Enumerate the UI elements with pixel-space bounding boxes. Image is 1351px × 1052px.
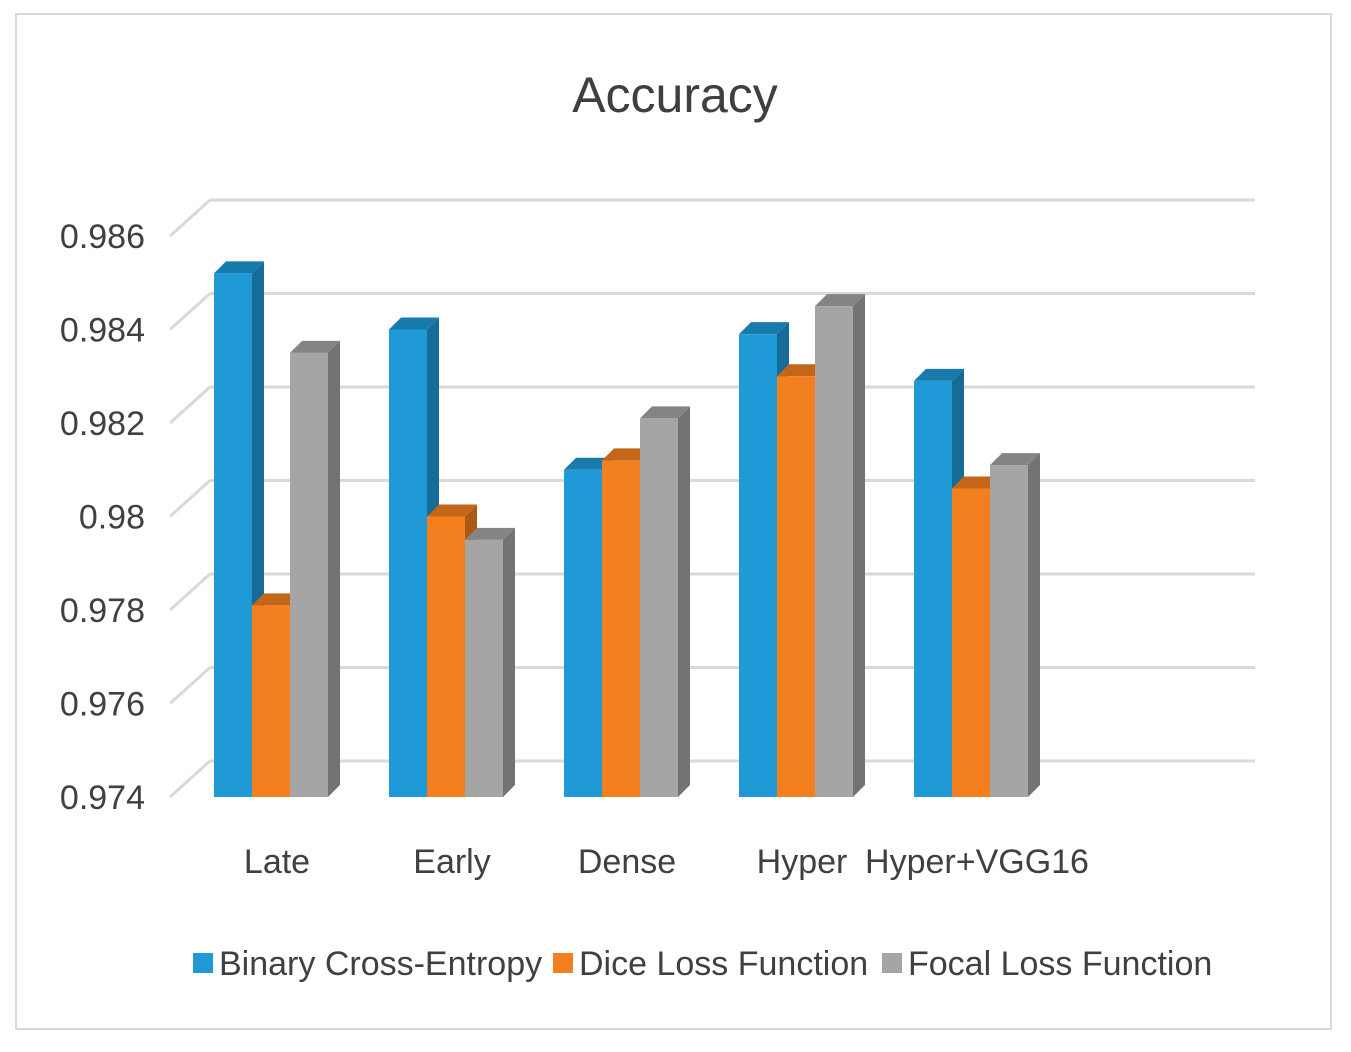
- y-tick-label: 0.974: [60, 779, 145, 817]
- legend-label: Binary Cross-Entropy: [219, 945, 542, 983]
- bar-front: [777, 376, 815, 797]
- bar-top: [290, 340, 340, 353]
- legend-item: Binary Cross-Entropy: [193, 945, 542, 983]
- bar-late-focal-loss-function: [290, 340, 340, 797]
- bar-hyper-vgg16-focal-loss-function: [990, 453, 1040, 797]
- y-axis-ticks: 0.974 0.976 0.978 0.98 0.982 0.984 0.986: [60, 218, 145, 817]
- bar-front: [739, 334, 777, 797]
- bar-hyper-focal-loss-function: [815, 294, 865, 797]
- y-tick-label: 0.976: [60, 686, 145, 724]
- gridline-diagonal: [168, 292, 212, 331]
- bar-top: [640, 406, 690, 419]
- bar-front: [252, 605, 290, 797]
- bars: [214, 261, 1040, 797]
- bar-top: [214, 261, 264, 274]
- bar-top: [252, 593, 302, 606]
- y-tick-label: 0.986: [60, 218, 145, 256]
- legend-label: Focal Loss Function: [908, 945, 1212, 983]
- bar-top: [465, 527, 515, 540]
- legend-swatch: [553, 953, 573, 973]
- bar-front: [290, 352, 328, 797]
- legend-item: Focal Loss Function: [882, 945, 1212, 983]
- y-tick-label: 0.978: [60, 592, 145, 630]
- gridline-diagonal: [168, 759, 212, 799]
- x-category-label: Early: [413, 843, 490, 881]
- gridline-diagonal: [168, 198, 212, 238]
- bar-side: [1028, 453, 1040, 797]
- y-tick-label: 0.984: [60, 312, 145, 350]
- bar-top: [602, 448, 652, 461]
- bar-side: [853, 294, 865, 797]
- bar-top: [952, 476, 1002, 489]
- bar-side: [503, 527, 515, 797]
- bar-front: [952, 488, 990, 797]
- bar-front: [602, 460, 640, 797]
- bar-front: [427, 516, 465, 797]
- y-tick-label: 0.982: [60, 405, 145, 443]
- x-category-label: Hyper+VGG16: [865, 843, 1089, 881]
- gridline-diagonal: [168, 572, 212, 612]
- bar-front: [640, 418, 678, 797]
- bar-front: [564, 469, 602, 797]
- bar-front: [914, 380, 952, 797]
- legend: Binary Cross-Entropy Dice Loss Function Fo…: [193, 945, 1212, 983]
- gridlines: [168, 198, 1255, 799]
- bar-top: [777, 364, 827, 377]
- bar-front: [389, 329, 427, 797]
- gridline-diagonal: [168, 479, 212, 518]
- x-axis-categories: Late Early Dense Hyper Hyper+VGG16: [244, 843, 1089, 881]
- legend-swatch: [882, 953, 902, 973]
- legend-label: Dice Loss Function: [579, 945, 868, 983]
- bar-top: [564, 457, 614, 470]
- bar-top: [815, 294, 865, 307]
- bar-top: [427, 504, 477, 517]
- bar-top: [739, 322, 789, 335]
- bar-side: [328, 340, 340, 797]
- bar-front: [815, 306, 853, 797]
- y-tick-label: 0.98: [79, 499, 145, 537]
- bar-top: [990, 453, 1040, 466]
- gridline-diagonal: [168, 666, 212, 705]
- chart-title: Accuracy: [572, 67, 778, 123]
- legend-swatch: [193, 953, 213, 973]
- bar-front: [214, 273, 252, 797]
- bar-early-binary-cross-entropy: [389, 317, 439, 797]
- bar-top: [914, 368, 964, 381]
- gridline-diagonal: [168, 385, 212, 425]
- legend-item: Dice Loss Function: [553, 945, 868, 983]
- bar-early-focal-loss-function: [465, 527, 515, 797]
- bar-dense-focal-loss-function: [640, 406, 690, 797]
- bar-front: [990, 465, 1028, 797]
- bar-top: [389, 317, 439, 330]
- bar-side: [678, 406, 690, 797]
- x-category-label: Hyper: [757, 843, 848, 881]
- x-category-label: Dense: [578, 843, 676, 881]
- x-category-label: Late: [244, 843, 310, 881]
- bar-front: [465, 539, 503, 797]
